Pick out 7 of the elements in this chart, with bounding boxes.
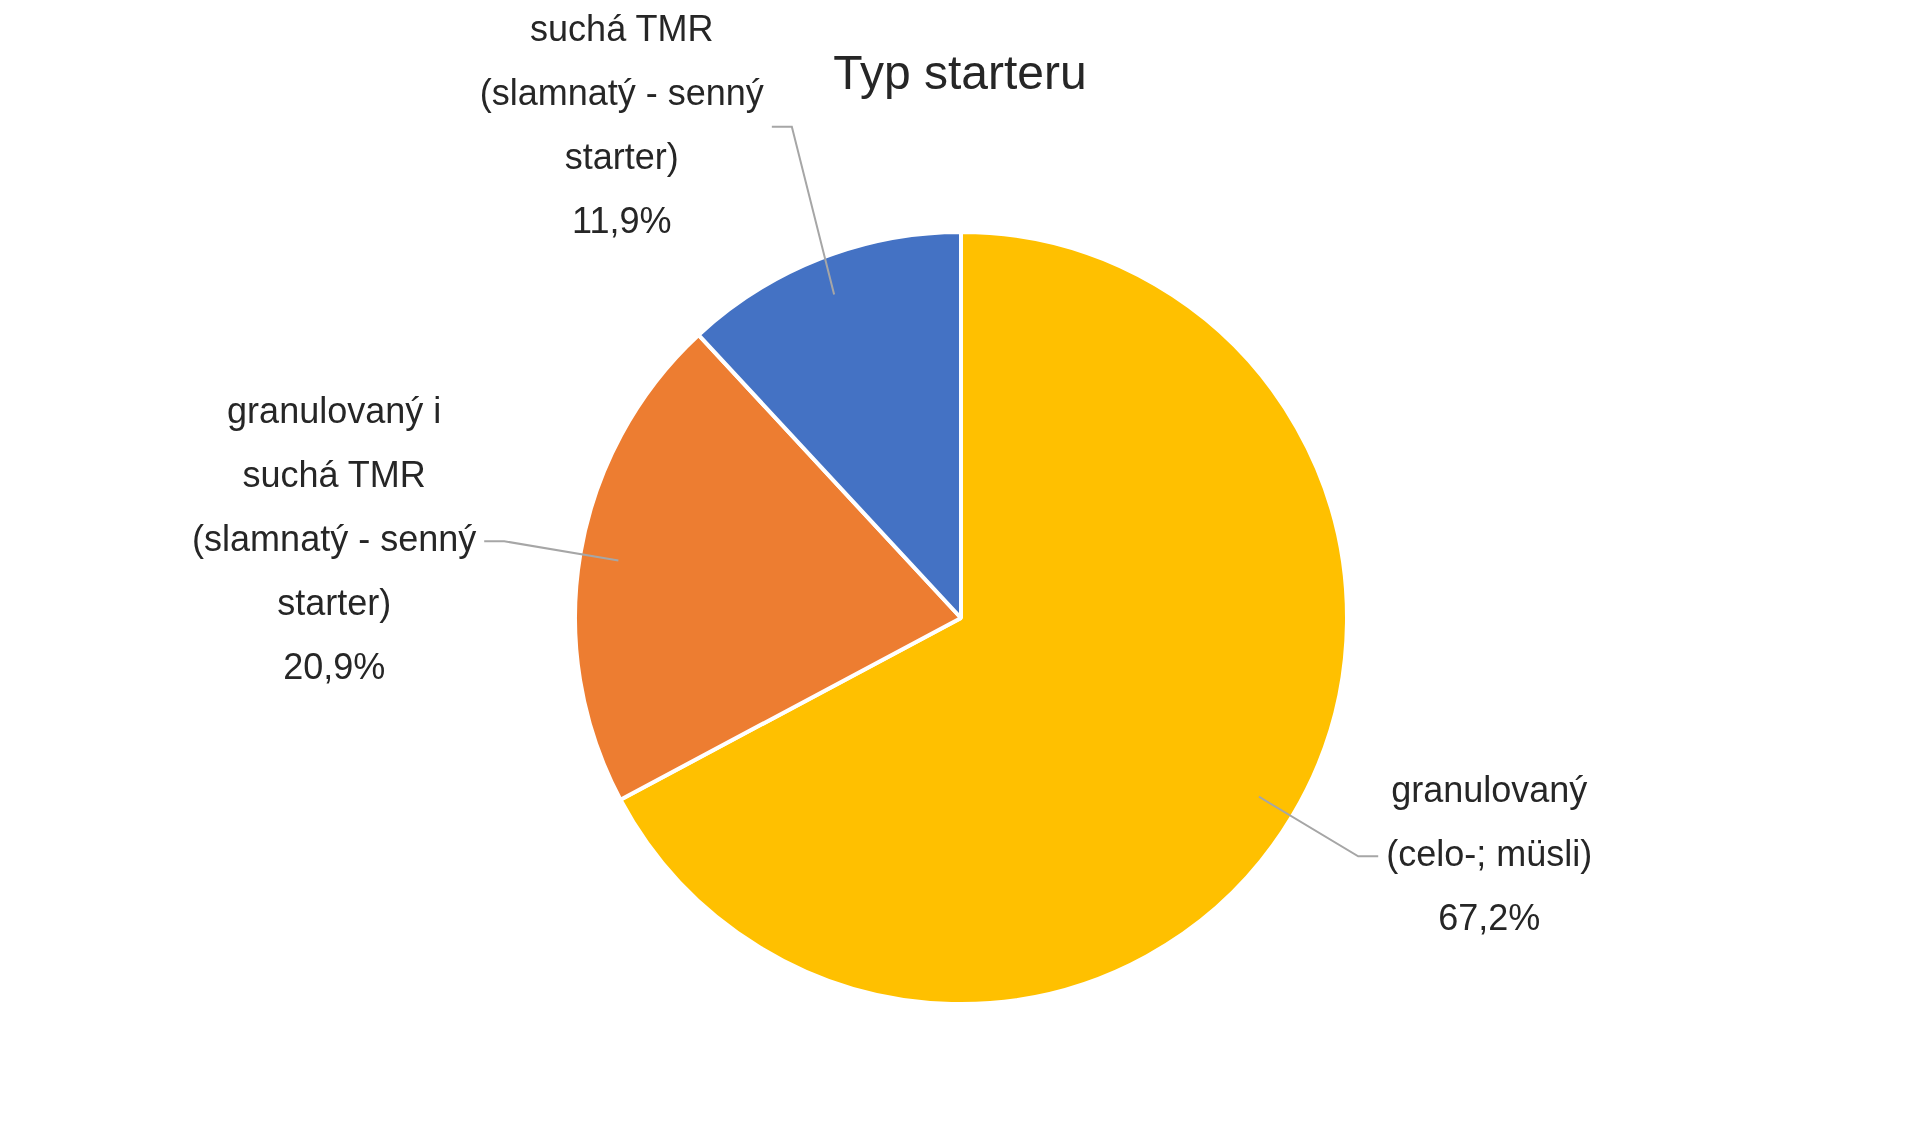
data-label: 20,9% — [283, 646, 386, 688]
data-label: 11,9% — [572, 199, 672, 241]
slice-label: granulovaný i suchá TMR (slamnatý - senný starter) — [192, 390, 477, 624]
text: Typ starteru — [833, 46, 1087, 100]
slice-label: suchá TMR (slamnatý - senný starter) — [479, 7, 764, 177]
slice-label: granulovaný (celo-; müsli) — [1386, 769, 1593, 875]
data-label: 67,2% — [1438, 897, 1541, 939]
